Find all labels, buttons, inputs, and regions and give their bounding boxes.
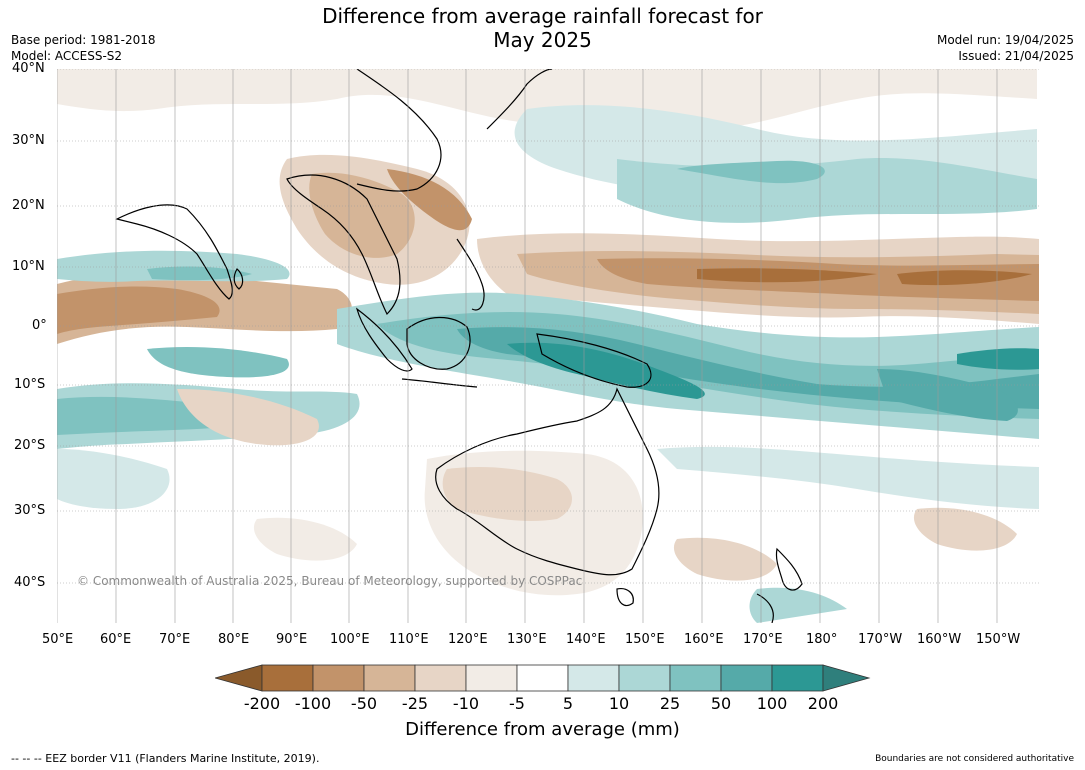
colorbar-tick: 10: [608, 694, 630, 713]
colorbar-segment-min: [215, 664, 263, 692]
map-canvas: [57, 69, 1039, 623]
model-run: Model run: 19/04/2025: [936, 33, 1074, 47]
title-line-1: Difference from average rainfall forecas…: [322, 4, 763, 28]
map-title: Difference from average rainfall forecas…: [0, 4, 1085, 52]
lat-label-0: 0°: [32, 318, 47, 333]
colorbar-segment: [363, 664, 416, 692]
colorbar-segment: [312, 664, 365, 692]
colorbar: [215, 664, 871, 692]
lon-label-150e: 150°E: [625, 632, 665, 647]
lon-label-160w: 160°W: [917, 632, 962, 647]
colorbar-title: Difference from average (mm): [405, 719, 680, 740]
colorbar-tick: 25: [659, 694, 681, 713]
rainfall-map: © Commonwealth of Australia 2025, Bureau…: [57, 69, 1039, 623]
lat-label-20s: 20°S: [14, 438, 46, 453]
issued-date: Issued: 21/04/2025: [958, 49, 1074, 63]
lon-label-150w: 150°W: [976, 632, 1021, 647]
lon-label-120e: 120°E: [448, 632, 488, 647]
lon-label-170w: 170°W: [858, 632, 903, 647]
colorbar-tick: 200: [807, 694, 839, 713]
colorbar-tick: 100: [756, 694, 788, 713]
colorbar-segment: [261, 664, 314, 692]
colorbar-segment: [414, 664, 467, 692]
colorbar-segment: [465, 664, 518, 692]
lon-label-140e: 140°E: [566, 632, 606, 647]
colorbar-segment: [567, 664, 620, 692]
copyright-notice: © Commonwealth of Australia 2025, Bureau…: [77, 574, 583, 588]
lon-label-170e: 170°E: [743, 632, 783, 647]
lon-label-80e: 80°E: [218, 632, 250, 647]
colorbar-tick: -5: [509, 694, 525, 713]
lon-label-100e: 100°E: [330, 632, 370, 647]
lat-label-30n: 30°N: [12, 133, 45, 148]
base-period: Base period: 1981-2018: [11, 33, 156, 47]
lat-label-40s: 40°S: [14, 575, 46, 590]
lon-label-90e: 90°E: [276, 632, 308, 647]
colorbar-segment: [618, 664, 671, 692]
model-name: Model: ACCESS-S2: [11, 49, 123, 63]
colorbar-segment: [516, 664, 569, 692]
lon-label-60e: 60°E: [100, 632, 132, 647]
model-info: Base period: 1981-2018 Model: ACCESS-S2: [11, 32, 156, 64]
colorbar-segment: [771, 664, 824, 692]
colorbar-tick: -200: [243, 694, 281, 713]
lon-label-160e: 160°E: [684, 632, 724, 647]
eez-border-note: -- -- -- EEZ border V11 (Flanders Marine…: [11, 752, 320, 765]
lat-label-10n: 10°N: [12, 259, 45, 274]
colorbar-tick: -50: [350, 694, 378, 713]
lon-label-70e: 70°E: [159, 632, 191, 647]
lat-label-30s: 30°S: [14, 503, 46, 518]
colorbar-segment: [669, 664, 722, 692]
colorbar-segment: [720, 664, 773, 692]
lon-label-50e: 50°E: [42, 632, 74, 647]
colorbar-tick: -10: [452, 694, 480, 713]
colorbar-tick: 5: [562, 694, 574, 713]
lat-label-10s: 10°S: [14, 377, 46, 392]
colorbar-segment-max: [822, 664, 871, 692]
boundaries-disclaimer: Boundaries are not considered authoritat…: [875, 754, 1074, 764]
colorbar-tick: -25: [401, 694, 429, 713]
lon-label-110e: 110°E: [389, 632, 429, 647]
lon-label-130e: 130°E: [507, 632, 547, 647]
lat-label-20n: 20°N: [12, 198, 45, 213]
lon-label-180: 180°: [806, 632, 838, 647]
colorbar-tick: -100: [294, 694, 332, 713]
lat-label-40n: 40°N: [12, 61, 45, 76]
run-info: Model run: 19/04/2025 Issued: 21/04/2025: [937, 32, 1074, 64]
colorbar-tick: 50: [710, 694, 732, 713]
title-line-2: May 2025: [493, 28, 592, 52]
